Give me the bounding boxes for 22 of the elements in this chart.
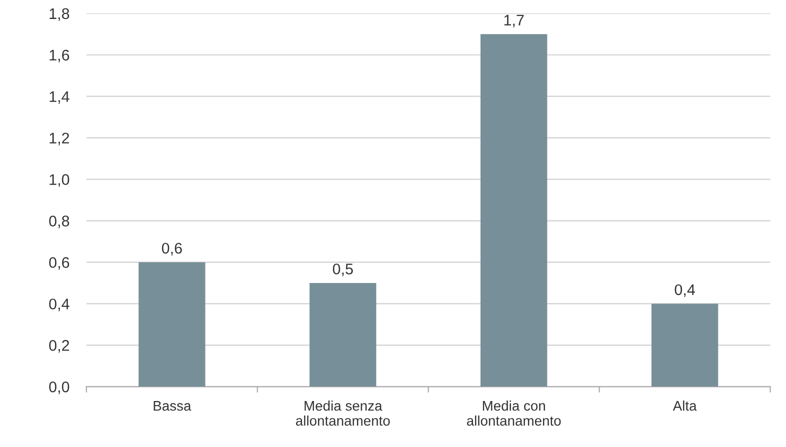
x-tick-label: Media senza allontanamento bbox=[296, 400, 390, 426]
y-tick-label: 0,4 bbox=[49, 298, 70, 312]
y-tick-label: 1,6 bbox=[50, 50, 70, 62]
y-tick-label: 1,0 bbox=[50, 174, 70, 187]
y-tick-label: 1,4 bbox=[50, 91, 70, 104]
data-label: 0,6 bbox=[162, 242, 182, 256]
data-label: 0,4 bbox=[674, 284, 695, 297]
x-tick-label: Alta bbox=[672, 400, 697, 411]
y-tick-label: 0,8 bbox=[49, 216, 70, 228]
y-tick-label: 1,2 bbox=[50, 132, 70, 146]
y-tick-label: 0,6 bbox=[49, 257, 70, 270]
x-tick-label: Bassa bbox=[154, 401, 192, 411]
data-label: 1,7 bbox=[504, 14, 524, 28]
y-tick-label: 0,0 bbox=[49, 382, 70, 394]
bar bbox=[310, 282, 376, 387]
bar bbox=[138, 262, 206, 387]
bar bbox=[480, 34, 548, 387]
bar bbox=[651, 304, 718, 387]
data-label: 0,5 bbox=[332, 264, 353, 276]
y-tick-label: 1,8 bbox=[50, 8, 70, 21]
y-tick-label: 0,2 bbox=[49, 340, 70, 353]
x-tick-label: Media con allontanamento bbox=[466, 400, 561, 426]
